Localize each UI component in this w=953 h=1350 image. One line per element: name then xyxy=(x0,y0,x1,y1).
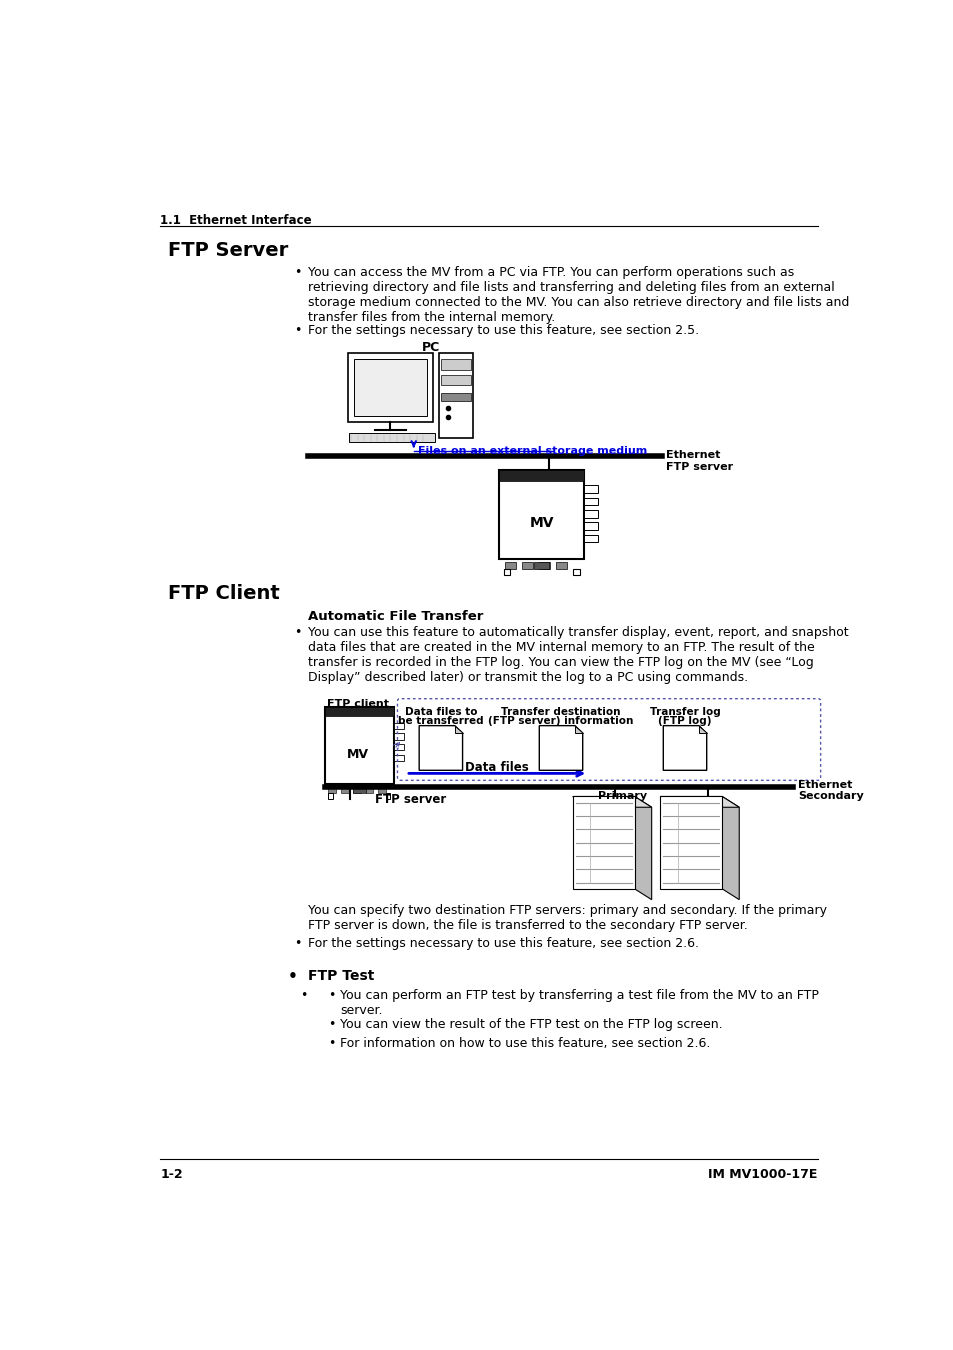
Polygon shape xyxy=(455,726,462,733)
Text: Automatic File Transfer: Automatic File Transfer xyxy=(307,610,482,624)
FancyBboxPatch shape xyxy=(498,470,583,481)
FancyBboxPatch shape xyxy=(348,433,435,443)
FancyBboxPatch shape xyxy=(353,788,365,792)
FancyBboxPatch shape xyxy=(583,535,598,543)
Text: For the settings necessary to use this feature, see section 2.6.: For the settings necessary to use this f… xyxy=(307,937,698,949)
FancyBboxPatch shape xyxy=(583,486,598,493)
Text: •: • xyxy=(294,937,301,949)
Text: (FTP server) information: (FTP server) information xyxy=(488,716,633,726)
FancyBboxPatch shape xyxy=(534,563,549,568)
FancyBboxPatch shape xyxy=(521,563,533,568)
FancyBboxPatch shape xyxy=(324,707,394,717)
Text: FTP Server: FTP Server xyxy=(168,242,288,261)
Polygon shape xyxy=(699,726,706,733)
FancyBboxPatch shape xyxy=(573,570,579,575)
Polygon shape xyxy=(721,796,739,899)
Text: FTP server: FTP server xyxy=(665,462,732,471)
Text: For the settings necessary to use this feature, see section 2.5.: For the settings necessary to use this f… xyxy=(307,324,698,336)
Text: •: • xyxy=(328,1037,335,1050)
Text: You can view the result of the FTP test on the FTP log screen.: You can view the result of the FTP test … xyxy=(340,1018,722,1031)
Text: 1-2: 1-2 xyxy=(160,1168,183,1181)
Text: •: • xyxy=(288,969,297,984)
Text: (FTP log): (FTP log) xyxy=(658,716,711,726)
FancyBboxPatch shape xyxy=(377,788,385,792)
Text: Data files: Data files xyxy=(464,761,528,774)
Text: FTP Test: FTP Test xyxy=(307,969,374,983)
Text: •: • xyxy=(328,990,335,1002)
FancyBboxPatch shape xyxy=(365,788,373,792)
Polygon shape xyxy=(575,726,582,733)
Polygon shape xyxy=(572,796,651,807)
FancyBboxPatch shape xyxy=(394,744,403,751)
FancyBboxPatch shape xyxy=(348,352,433,423)
Text: Transfer destination: Transfer destination xyxy=(500,707,620,717)
Text: You can specify two destination FTP servers: primary and secondary. If the prima: You can specify two destination FTP serv… xyxy=(307,904,825,933)
FancyBboxPatch shape xyxy=(354,359,427,416)
Text: •: • xyxy=(328,1018,335,1031)
Polygon shape xyxy=(538,726,582,771)
Text: MV: MV xyxy=(347,748,369,761)
Text: IM MV1000-17E: IM MV1000-17E xyxy=(707,1168,817,1181)
Text: Secondary: Secondary xyxy=(798,791,863,801)
FancyBboxPatch shape xyxy=(394,755,403,761)
FancyBboxPatch shape xyxy=(659,796,721,888)
Text: For information on how to use this feature, see section 2.6.: For information on how to use this featu… xyxy=(340,1037,710,1050)
FancyBboxPatch shape xyxy=(583,498,598,505)
Text: You can use this feature to automatically transfer display, event, report, and s: You can use this feature to automaticall… xyxy=(307,625,847,683)
Text: •: • xyxy=(294,625,301,639)
Text: 1.1  Ethernet Interface: 1.1 Ethernet Interface xyxy=(160,213,312,227)
FancyBboxPatch shape xyxy=(440,374,471,385)
Text: •: • xyxy=(300,990,308,1002)
FancyBboxPatch shape xyxy=(498,470,583,559)
FancyBboxPatch shape xyxy=(394,722,403,729)
Text: Data files to: Data files to xyxy=(404,707,476,717)
FancyBboxPatch shape xyxy=(394,733,403,740)
Text: PC: PC xyxy=(421,340,439,354)
Polygon shape xyxy=(634,796,651,899)
FancyBboxPatch shape xyxy=(440,393,471,401)
FancyBboxPatch shape xyxy=(438,352,473,437)
FancyBboxPatch shape xyxy=(353,788,360,792)
FancyBboxPatch shape xyxy=(505,563,516,568)
FancyBboxPatch shape xyxy=(340,788,348,792)
Text: You can perform an FTP test by transferring a test file from the MV to an FTP
se: You can perform an FTP test by transferr… xyxy=(340,990,818,1017)
Polygon shape xyxy=(418,726,462,771)
FancyBboxPatch shape xyxy=(328,794,333,799)
FancyBboxPatch shape xyxy=(572,796,634,888)
Polygon shape xyxy=(659,796,739,807)
Text: •: • xyxy=(294,324,301,336)
FancyBboxPatch shape xyxy=(503,570,509,575)
Text: be transferred: be transferred xyxy=(397,716,483,726)
Text: Ethernet: Ethernet xyxy=(798,779,852,790)
FancyBboxPatch shape xyxy=(538,563,550,568)
Polygon shape xyxy=(662,726,706,771)
Text: FTP client: FTP client xyxy=(327,699,389,710)
Text: •: • xyxy=(294,266,301,279)
Text: Ethernet: Ethernet xyxy=(665,450,720,460)
Text: FTP server: FTP server xyxy=(375,794,446,806)
Text: FTP Client: FTP Client xyxy=(168,585,279,603)
Text: Files on an external storage medium: Files on an external storage medium xyxy=(417,447,646,456)
FancyBboxPatch shape xyxy=(328,788,335,792)
FancyBboxPatch shape xyxy=(385,794,390,799)
Text: Primary: Primary xyxy=(598,791,647,801)
Text: MV: MV xyxy=(529,516,554,531)
Text: You can access the MV from a PC via FTP. You can perform operations such as
retr: You can access the MV from a PC via FTP.… xyxy=(307,266,848,324)
FancyBboxPatch shape xyxy=(583,510,598,518)
FancyBboxPatch shape xyxy=(324,707,394,784)
FancyBboxPatch shape xyxy=(583,522,598,531)
FancyBboxPatch shape xyxy=(556,563,567,568)
FancyBboxPatch shape xyxy=(440,359,471,370)
Text: Transfer log: Transfer log xyxy=(649,707,720,717)
